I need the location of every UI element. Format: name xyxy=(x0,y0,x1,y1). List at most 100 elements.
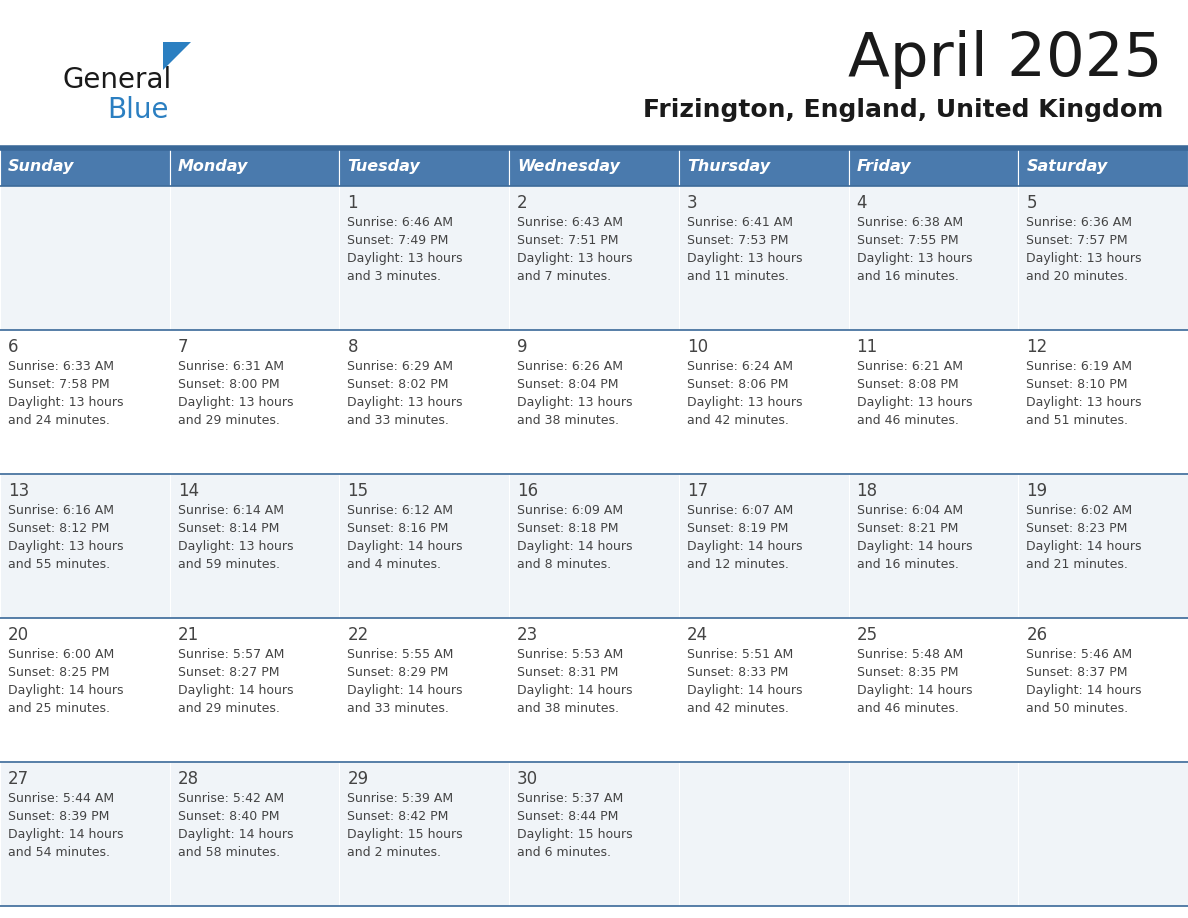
Text: Sunset: 8:06 PM: Sunset: 8:06 PM xyxy=(687,378,789,391)
Text: Sunset: 7:58 PM: Sunset: 7:58 PM xyxy=(8,378,109,391)
Text: Sunset: 8:29 PM: Sunset: 8:29 PM xyxy=(347,666,449,679)
Bar xyxy=(170,186,340,330)
Text: Frizington, England, United Kingdom: Frizington, England, United Kingdom xyxy=(643,98,1163,122)
Bar xyxy=(848,762,1018,906)
Bar xyxy=(340,330,510,474)
Text: Sunrise: 6:12 AM: Sunrise: 6:12 AM xyxy=(347,504,454,517)
Text: Monday: Monday xyxy=(178,160,248,174)
Text: Sunset: 8:40 PM: Sunset: 8:40 PM xyxy=(178,810,279,823)
Text: Daylight: 13 hours: Daylight: 13 hours xyxy=(178,540,293,553)
Text: 30: 30 xyxy=(517,770,538,788)
Text: Daylight: 13 hours: Daylight: 13 hours xyxy=(1026,396,1142,409)
Text: Sunrise: 6:14 AM: Sunrise: 6:14 AM xyxy=(178,504,284,517)
Text: Sunset: 7:51 PM: Sunset: 7:51 PM xyxy=(517,234,619,247)
Bar xyxy=(848,148,1018,186)
Bar xyxy=(678,186,848,330)
Bar xyxy=(340,474,510,618)
Text: Daylight: 15 hours: Daylight: 15 hours xyxy=(347,828,463,841)
Text: Sunrise: 6:43 AM: Sunrise: 6:43 AM xyxy=(517,216,624,229)
Bar xyxy=(510,762,678,906)
Text: 26: 26 xyxy=(1026,626,1048,644)
Text: 17: 17 xyxy=(687,482,708,500)
Text: and 3 minutes.: and 3 minutes. xyxy=(347,270,442,283)
Text: and 46 minutes.: and 46 minutes. xyxy=(857,702,959,715)
Text: Sunday: Sunday xyxy=(8,160,75,174)
Bar xyxy=(1018,148,1188,186)
Text: Sunset: 8:23 PM: Sunset: 8:23 PM xyxy=(1026,522,1127,535)
Text: 20: 20 xyxy=(8,626,30,644)
Text: Sunrise: 6:24 AM: Sunrise: 6:24 AM xyxy=(687,360,792,373)
Text: Sunset: 8:02 PM: Sunset: 8:02 PM xyxy=(347,378,449,391)
Text: 16: 16 xyxy=(517,482,538,500)
Bar xyxy=(848,618,1018,762)
Text: Daylight: 14 hours: Daylight: 14 hours xyxy=(8,684,124,697)
Bar xyxy=(170,148,340,186)
Text: and 42 minutes.: and 42 minutes. xyxy=(687,702,789,715)
Text: 2: 2 xyxy=(517,194,527,212)
Text: 22: 22 xyxy=(347,626,368,644)
Text: Daylight: 13 hours: Daylight: 13 hours xyxy=(8,540,124,553)
Bar xyxy=(170,762,340,906)
Text: Sunset: 8:04 PM: Sunset: 8:04 PM xyxy=(517,378,619,391)
Text: Sunset: 8:27 PM: Sunset: 8:27 PM xyxy=(178,666,279,679)
Bar xyxy=(170,618,340,762)
Text: Sunrise: 5:39 AM: Sunrise: 5:39 AM xyxy=(347,792,454,805)
Text: Sunset: 7:55 PM: Sunset: 7:55 PM xyxy=(857,234,959,247)
Text: Sunrise: 5:53 AM: Sunrise: 5:53 AM xyxy=(517,648,624,661)
Text: and 16 minutes.: and 16 minutes. xyxy=(857,270,959,283)
Text: 29: 29 xyxy=(347,770,368,788)
Text: Daylight: 13 hours: Daylight: 13 hours xyxy=(178,396,293,409)
Text: Daylight: 14 hours: Daylight: 14 hours xyxy=(857,540,972,553)
Text: Sunset: 8:33 PM: Sunset: 8:33 PM xyxy=(687,666,788,679)
Text: Sunrise: 6:33 AM: Sunrise: 6:33 AM xyxy=(8,360,114,373)
Text: Sunrise: 6:46 AM: Sunrise: 6:46 AM xyxy=(347,216,454,229)
Text: Friday: Friday xyxy=(857,160,911,174)
Text: and 24 minutes.: and 24 minutes. xyxy=(8,414,109,427)
Text: Sunrise: 6:04 AM: Sunrise: 6:04 AM xyxy=(857,504,962,517)
Text: 9: 9 xyxy=(517,338,527,356)
Bar xyxy=(0,330,170,474)
Bar xyxy=(510,474,678,618)
Text: Daylight: 14 hours: Daylight: 14 hours xyxy=(1026,540,1142,553)
Text: Daylight: 14 hours: Daylight: 14 hours xyxy=(178,828,293,841)
Bar xyxy=(510,618,678,762)
Text: 13: 13 xyxy=(8,482,30,500)
Text: Daylight: 13 hours: Daylight: 13 hours xyxy=(857,252,972,265)
Bar xyxy=(0,762,170,906)
Text: 25: 25 xyxy=(857,626,878,644)
Text: Sunset: 8:42 PM: Sunset: 8:42 PM xyxy=(347,810,449,823)
Text: Daylight: 14 hours: Daylight: 14 hours xyxy=(347,540,463,553)
Text: and 11 minutes.: and 11 minutes. xyxy=(687,270,789,283)
Text: Sunset: 8:12 PM: Sunset: 8:12 PM xyxy=(8,522,109,535)
Text: Sunrise: 6:07 AM: Sunrise: 6:07 AM xyxy=(687,504,794,517)
Bar xyxy=(1018,474,1188,618)
Bar xyxy=(678,330,848,474)
Text: 11: 11 xyxy=(857,338,878,356)
Text: and 20 minutes.: and 20 minutes. xyxy=(1026,270,1129,283)
Bar xyxy=(1018,618,1188,762)
Bar xyxy=(0,186,170,330)
Text: April 2025: April 2025 xyxy=(848,30,1163,89)
Text: and 8 minutes.: and 8 minutes. xyxy=(517,558,612,571)
Bar xyxy=(510,186,678,330)
Text: 4: 4 xyxy=(857,194,867,212)
Bar xyxy=(848,474,1018,618)
Text: Daylight: 13 hours: Daylight: 13 hours xyxy=(1026,252,1142,265)
Bar xyxy=(678,148,848,186)
Text: Sunset: 8:25 PM: Sunset: 8:25 PM xyxy=(8,666,109,679)
Text: Sunrise: 5:44 AM: Sunrise: 5:44 AM xyxy=(8,792,114,805)
Bar xyxy=(678,474,848,618)
Bar xyxy=(1018,762,1188,906)
Text: Sunset: 8:00 PM: Sunset: 8:00 PM xyxy=(178,378,279,391)
Text: and 6 minutes.: and 6 minutes. xyxy=(517,846,611,859)
Bar xyxy=(340,148,510,186)
Text: Sunset: 8:37 PM: Sunset: 8:37 PM xyxy=(1026,666,1127,679)
Text: Daylight: 14 hours: Daylight: 14 hours xyxy=(1026,684,1142,697)
Text: Daylight: 13 hours: Daylight: 13 hours xyxy=(687,396,802,409)
Text: Daylight: 14 hours: Daylight: 14 hours xyxy=(687,540,802,553)
Text: Sunrise: 6:38 AM: Sunrise: 6:38 AM xyxy=(857,216,962,229)
Text: and 33 minutes.: and 33 minutes. xyxy=(347,702,449,715)
Text: Sunset: 8:44 PM: Sunset: 8:44 PM xyxy=(517,810,619,823)
Text: and 38 minutes.: and 38 minutes. xyxy=(517,414,619,427)
Text: and 7 minutes.: and 7 minutes. xyxy=(517,270,612,283)
